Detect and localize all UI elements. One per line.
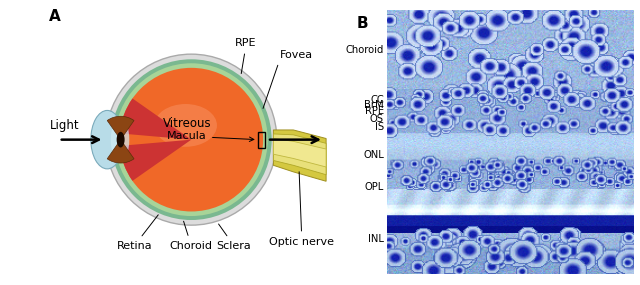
Text: INL: INL xyxy=(368,234,384,244)
Text: Retina: Retina xyxy=(116,215,158,251)
Ellipse shape xyxy=(91,110,124,169)
Text: Light: Light xyxy=(50,119,80,132)
Wedge shape xyxy=(108,116,134,140)
Wedge shape xyxy=(120,140,191,181)
Text: ONL: ONL xyxy=(364,150,384,160)
Text: Optic nerve: Optic nerve xyxy=(269,172,334,247)
Text: RPE: RPE xyxy=(365,107,384,117)
Polygon shape xyxy=(273,134,326,175)
Text: Macula: Macula xyxy=(167,131,254,141)
Text: OS: OS xyxy=(370,114,384,124)
Ellipse shape xyxy=(116,132,125,148)
Circle shape xyxy=(111,59,271,220)
Text: Choroid: Choroid xyxy=(346,44,384,54)
Polygon shape xyxy=(273,130,326,181)
Text: Fovea: Fovea xyxy=(263,50,313,108)
Text: Vitreous: Vitreous xyxy=(163,117,211,131)
Circle shape xyxy=(115,63,268,216)
Wedge shape xyxy=(108,140,134,163)
Text: OPL: OPL xyxy=(365,182,384,192)
Text: IS: IS xyxy=(375,122,384,132)
Text: A: A xyxy=(49,9,61,24)
Text: RPE: RPE xyxy=(235,38,256,74)
Circle shape xyxy=(120,68,263,211)
Ellipse shape xyxy=(111,117,129,162)
Ellipse shape xyxy=(154,104,217,147)
Circle shape xyxy=(106,54,277,225)
Text: B: B xyxy=(357,16,369,31)
Polygon shape xyxy=(273,139,326,167)
Text: CC: CC xyxy=(371,95,384,105)
Text: BrM: BrM xyxy=(364,100,384,110)
Text: Sclera: Sclera xyxy=(217,224,252,251)
Wedge shape xyxy=(120,98,191,140)
Text: Choroid: Choroid xyxy=(170,221,213,251)
